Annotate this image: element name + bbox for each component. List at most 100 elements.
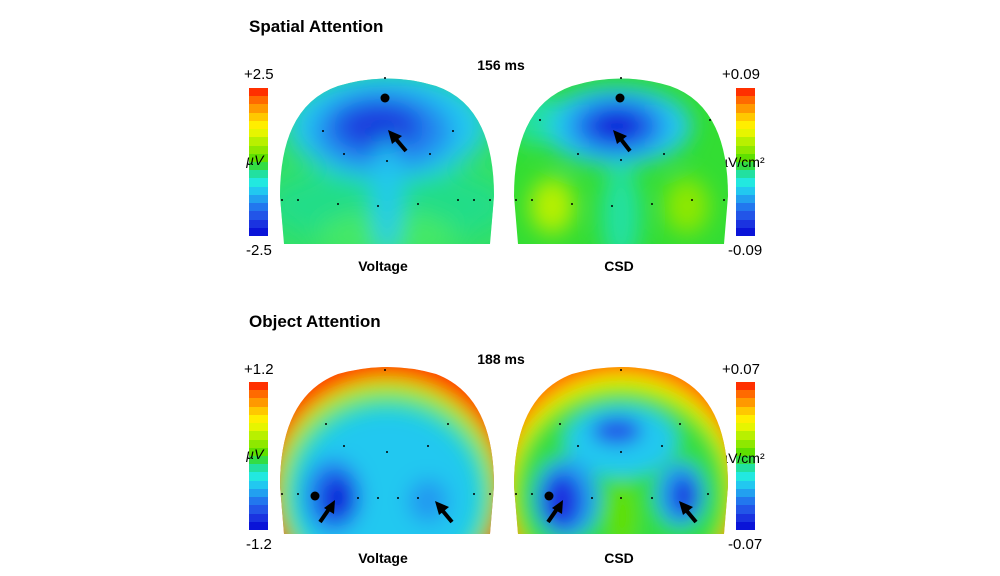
colorbar-swatch <box>249 88 268 97</box>
colorbar-swatch <box>736 161 755 171</box>
colorbar-swatch <box>736 120 755 130</box>
colorbar-swatch <box>736 203 755 212</box>
colorbar-swatch <box>736 505 755 514</box>
colorbar-swatch <box>249 480 268 489</box>
colorbar-swatch <box>736 447 755 456</box>
colorbar-swatch <box>736 414 755 424</box>
colorbar-swatch <box>249 472 268 481</box>
csd-colorbar <box>736 382 755 530</box>
colorbar-swatch <box>736 219 755 228</box>
colorbar-swatch <box>736 137 755 146</box>
colorbar-swatch <box>249 398 268 407</box>
colorbar-swatch <box>249 414 268 424</box>
colorbar-swatch <box>249 112 268 121</box>
csd-caption-object: CSD <box>604 550 634 566</box>
colorbar-swatch <box>736 112 755 121</box>
colorbar-swatch <box>249 505 268 514</box>
voltage-unit-label: µV <box>246 446 264 462</box>
colorbar-swatch <box>736 464 755 473</box>
csd-caption-spatial: CSD <box>604 258 634 274</box>
colorbar-swatch <box>249 431 268 440</box>
colorbar-swatch <box>736 186 755 195</box>
colorbar-swatch <box>736 488 755 498</box>
colorbar-swatch <box>736 178 755 187</box>
colorbar-swatch <box>736 104 755 113</box>
voltage-min-label: -2.5 <box>246 242 272 259</box>
colorbar-swatch <box>736 390 755 399</box>
colorbar-swatch <box>736 153 755 162</box>
colorbar-swatch <box>736 382 755 391</box>
colorbar-swatch <box>736 227 755 236</box>
colorbar-swatch <box>249 219 268 228</box>
csd-topomap-spatial <box>514 77 728 244</box>
colorbar-swatch <box>736 88 755 97</box>
csd-unit-label: µV/cm² <box>720 154 765 170</box>
colorbar-swatch <box>249 96 268 105</box>
colorbar-swatch <box>736 96 755 105</box>
colorbar-swatch <box>249 170 268 179</box>
colorbar-swatch <box>249 104 268 113</box>
colorbar-swatch <box>736 406 755 415</box>
csd-unit-label: µV/cm² <box>720 450 765 466</box>
voltage-colorbar <box>249 88 268 236</box>
arrow-icon <box>679 501 698 524</box>
colorbar-swatch <box>736 398 755 407</box>
section-title-object: Object Attention <box>249 312 381 331</box>
voltage-topomap-object <box>280 367 494 534</box>
time-label-object: 188 ms <box>477 351 525 367</box>
section-title-spatial: Spatial Attention <box>249 17 384 36</box>
csd-max-label: +0.07 <box>722 361 760 378</box>
colorbar-swatch <box>249 227 268 236</box>
colorbar-swatch <box>736 455 755 465</box>
colorbar-swatch <box>249 497 268 506</box>
colorbar-swatch <box>736 129 755 138</box>
colorbar-swatch <box>736 211 755 220</box>
arrow-icon <box>546 500 563 524</box>
colorbar-swatch <box>249 178 268 187</box>
colorbar-swatch <box>249 129 268 138</box>
arrow-icon <box>613 130 632 153</box>
voltage-colorbar <box>249 382 268 530</box>
arrow-icon <box>388 130 408 153</box>
colorbar-swatch <box>249 211 268 220</box>
colorbar-swatch <box>736 480 755 489</box>
colorbar-swatch <box>249 513 268 522</box>
voltage-caption-object: Voltage <box>358 550 408 566</box>
colorbar-swatch <box>736 170 755 179</box>
voltage-topomap-spatial <box>280 77 494 244</box>
colorbar-swatch <box>736 423 755 432</box>
colorbar-swatch <box>736 513 755 522</box>
colorbar-swatch <box>249 382 268 391</box>
colorbar-swatch <box>249 521 268 530</box>
colorbar-swatch <box>736 472 755 481</box>
voltage-max-label: +2.5 <box>244 66 274 83</box>
colorbar-swatch <box>249 455 268 465</box>
csd-min-label: -0.09 <box>728 242 763 259</box>
colorbar-swatch <box>249 488 268 498</box>
colorbar-swatch <box>249 194 268 204</box>
colorbar-swatch <box>736 145 755 154</box>
colorbar-swatch <box>249 203 268 212</box>
colorbar-swatch <box>249 161 268 171</box>
csd-max-label: +0.09 <box>722 66 760 83</box>
colorbar-swatch <box>736 431 755 440</box>
voltage-min-label: -1.2 <box>246 536 272 553</box>
time-label-spatial: 156 ms <box>477 57 525 73</box>
voltage-caption-spatial: Voltage <box>358 258 408 274</box>
voltage-max-label: +1.2 <box>244 361 274 378</box>
colorbar-swatch <box>249 145 268 154</box>
colorbar-swatch <box>249 439 268 448</box>
colorbar-swatch <box>249 390 268 399</box>
colorbar-swatch <box>249 447 268 456</box>
colorbar-swatch <box>736 497 755 506</box>
colorbar-swatch <box>249 464 268 473</box>
colorbar-swatch <box>249 423 268 432</box>
colorbar-swatch <box>249 137 268 146</box>
colorbar-swatch <box>249 120 268 130</box>
arrow-icon <box>435 501 454 524</box>
csd-min-label: -0.07 <box>728 536 763 553</box>
colorbar-swatch <box>249 186 268 195</box>
colorbar-swatch <box>736 521 755 530</box>
colorbar-swatch <box>736 194 755 204</box>
csd-colorbar <box>736 88 755 236</box>
